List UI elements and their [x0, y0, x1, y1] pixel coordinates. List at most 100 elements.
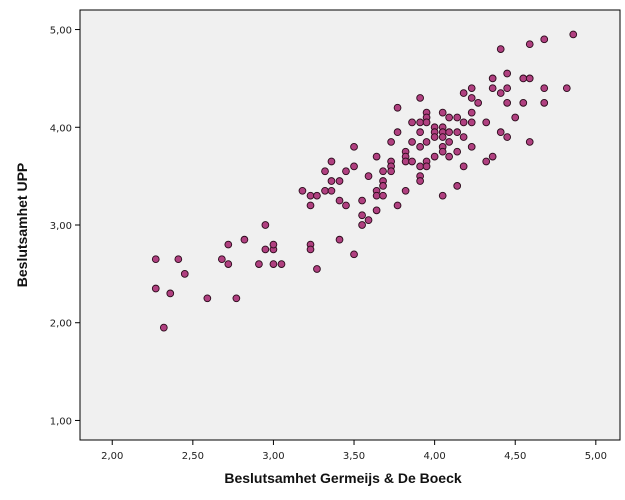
scatter-point	[408, 138, 416, 146]
x-tick-label: 2,50	[182, 451, 204, 462]
scatter-point	[422, 162, 431, 171]
scatter-point	[306, 201, 315, 210]
scatter-point	[298, 186, 307, 195]
scatter-point	[445, 113, 453, 122]
scatter-point	[401, 186, 410, 195]
scatter-point	[467, 118, 476, 127]
scatter-point	[503, 133, 512, 141]
scatter-point	[306, 245, 315, 254]
plot-area	[79, 9, 621, 441]
scatter-point	[467, 108, 476, 117]
y-axis: 1,00 2,00 3,00 4,00 5,00	[50, 26, 80, 427]
scatter-point	[393, 201, 402, 210]
scatter-point	[511, 113, 520, 122]
scatter-point	[364, 172, 373, 180]
x-axis-title: Beslutsamhet Germeijs & De Boeck	[224, 470, 462, 486]
scatter-point	[203, 294, 212, 303]
scatter-point	[503, 69, 512, 78]
x-tick-label: 5,00	[585, 451, 607, 462]
scatter-point	[416, 142, 424, 151]
scatter-point	[335, 177, 344, 185]
scatter-point	[321, 167, 329, 176]
scatter-point	[525, 138, 534, 146]
scatter-point	[372, 152, 381, 161]
scatter-point	[342, 167, 350, 176]
scatter-point	[540, 98, 549, 107]
scatter-point	[453, 147, 462, 156]
scatter-point	[416, 118, 424, 127]
scatter-point	[416, 128, 424, 137]
scatter-point	[364, 216, 373, 224]
scatter-point	[151, 255, 160, 264]
scatter-point	[519, 74, 528, 83]
scatter-point	[453, 128, 462, 137]
scatter-point	[224, 240, 233, 249]
scatter-point	[255, 260, 263, 268]
scatter-point	[350, 250, 358, 259]
x-tick-label: 3,50	[343, 451, 365, 462]
scatter-point	[525, 40, 534, 49]
scatter-point	[387, 167, 395, 176]
scatter-point	[445, 138, 453, 146]
scatter-point	[358, 221, 366, 229]
scatter-point	[159, 323, 168, 332]
scatter-point	[416, 94, 424, 102]
scatter-point	[372, 191, 381, 200]
x-tick-label: 2,00	[101, 451, 123, 462]
x-tick-label: 4,50	[504, 451, 526, 462]
scatter-point	[467, 94, 476, 102]
scatter-point	[467, 84, 476, 93]
scatter-point	[180, 270, 189, 278]
scatter-point	[459, 162, 468, 171]
scatter-point	[393, 103, 402, 112]
scatter-point	[482, 118, 491, 127]
scatter-point	[174, 255, 183, 264]
scatter-point	[474, 98, 482, 107]
scatter-point	[379, 182, 387, 190]
scatter-point	[445, 152, 453, 161]
scatter-point	[488, 74, 497, 83]
scatter-point	[525, 74, 534, 83]
scatter-point	[321, 186, 329, 195]
scatter-point	[438, 108, 447, 117]
scatter-point	[393, 128, 402, 137]
scatter-point	[166, 289, 175, 298]
scatter-point	[459, 89, 468, 97]
scatter-point	[459, 133, 468, 141]
scatter-point	[482, 157, 491, 166]
scatter-point	[416, 177, 424, 185]
scatter-point	[488, 152, 497, 161]
x-axis: 2,00 2,50 3,00 3,50 4,00 4,50 5,00	[101, 440, 607, 462]
y-tick-label: 5,00	[50, 26, 72, 37]
scatter-point	[224, 260, 233, 268]
scatter-point	[350, 162, 358, 171]
scatter-point	[430, 133, 439, 141]
scatter-point	[358, 211, 366, 220]
x-tick-label: 3,00	[262, 451, 284, 462]
scatter-point	[422, 138, 431, 146]
scatter-point	[569, 30, 578, 39]
y-tick-label: 1,00	[50, 416, 72, 427]
scatter-point	[453, 182, 462, 190]
scatter-point	[218, 255, 226, 264]
scatter-point	[379, 191, 387, 200]
scatter-point	[496, 45, 505, 53]
scatter-point	[408, 157, 416, 166]
data-points	[151, 30, 578, 332]
scatter-point	[488, 84, 497, 93]
scatter-point	[306, 191, 315, 200]
y-tick-label: 3,00	[50, 221, 72, 232]
scatter-point	[562, 84, 571, 93]
scatter-point	[445, 128, 453, 137]
scatter-point	[269, 260, 278, 268]
scatter-point	[496, 89, 505, 97]
scatter-point	[277, 260, 286, 268]
scatter-point	[459, 118, 468, 127]
scatter-point	[519, 98, 528, 107]
scatter-point	[422, 118, 431, 127]
scatter-point	[327, 157, 336, 166]
scatter-point	[327, 186, 336, 195]
scatter-point	[430, 152, 439, 161]
scatter-point	[408, 118, 416, 127]
